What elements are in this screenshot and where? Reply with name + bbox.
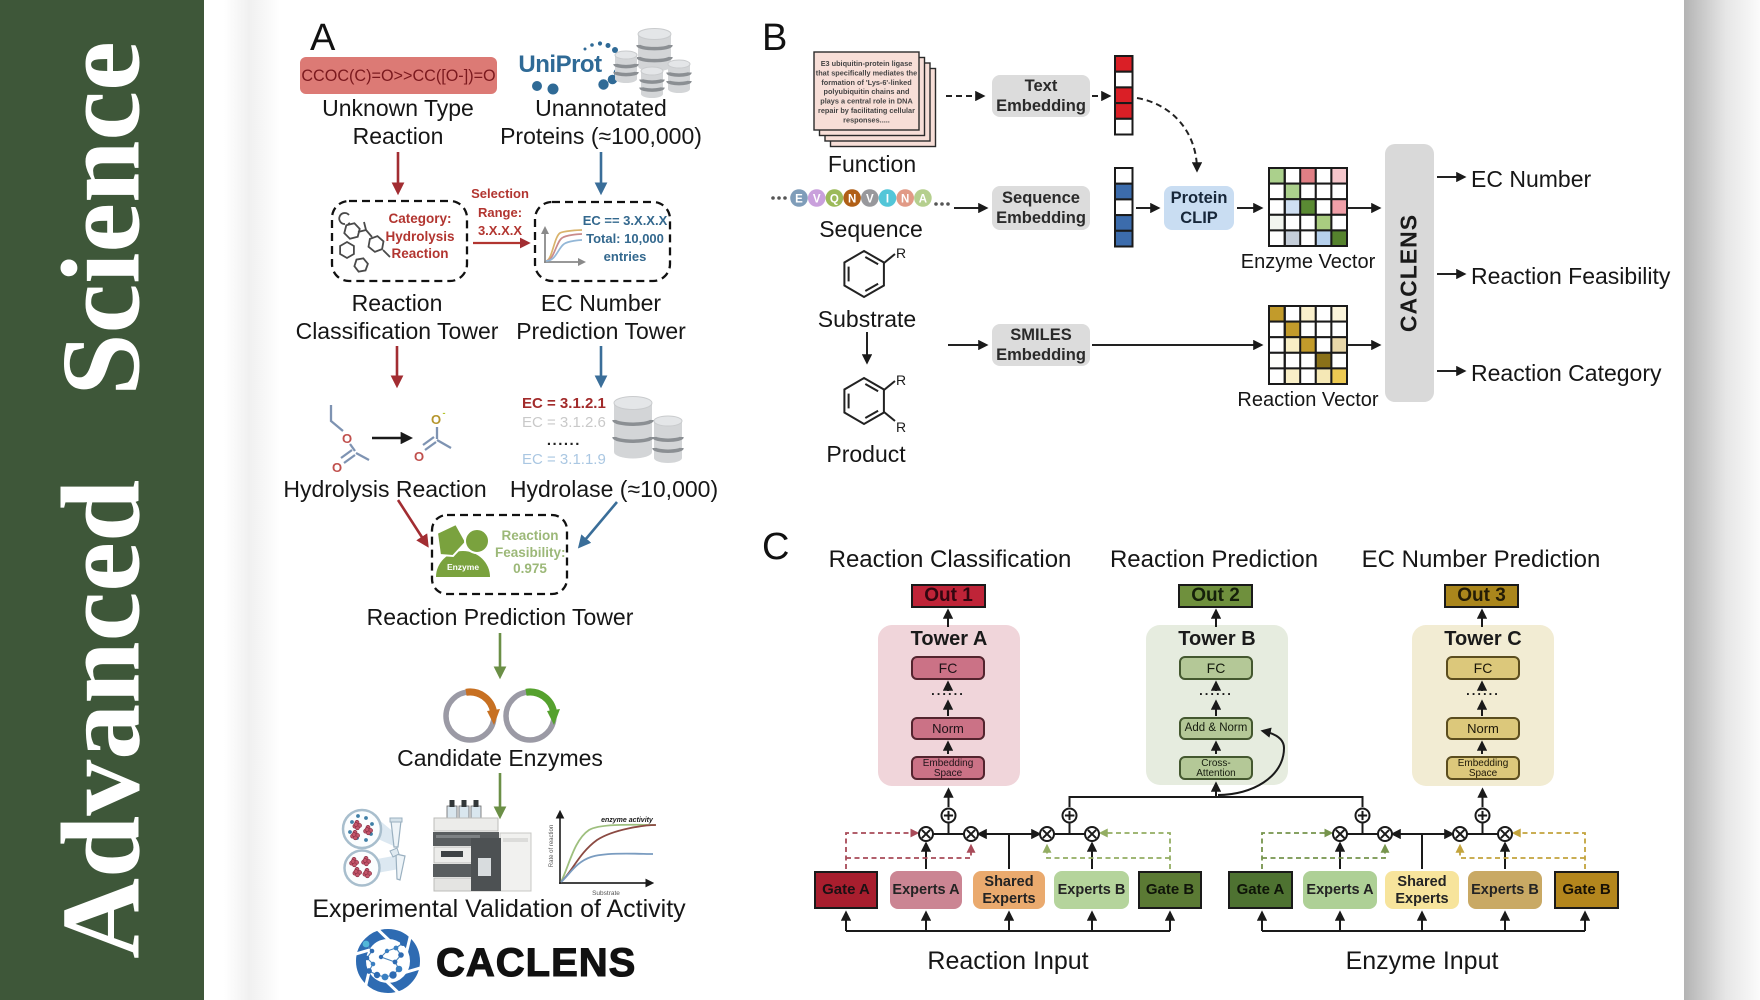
- svg-text:responses.....: responses.....: [843, 115, 890, 124]
- svg-text:O: O: [332, 460, 342, 475]
- svg-text:O: O: [414, 449, 424, 464]
- svg-text:-: -: [443, 408, 446, 418]
- svg-text:that specifically mediates the: that specifically mediates the: [816, 68, 917, 77]
- svg-text:formation of 'Lys-6'-linked: formation of 'Lys-6'-linked: [821, 78, 911, 87]
- svg-text:V: V: [866, 193, 874, 205]
- svg-text:enzyme activity: enzyme activity: [601, 817, 654, 824]
- svg-text:E: E: [795, 193, 803, 205]
- svg-text:I: I: [886, 193, 889, 205]
- svg-text:R: R: [896, 419, 906, 435]
- svg-text:Enzyme: Enzyme: [447, 562, 479, 572]
- svg-text:N: N: [848, 193, 856, 205]
- svg-text:Q: Q: [830, 193, 839, 205]
- svg-text:V: V: [813, 193, 821, 205]
- svg-text:Rate of reaction: Rate of reaction: [549, 825, 555, 867]
- svg-text:E3 ubiquitin-protein ligase: E3 ubiquitin-protein ligase: [821, 59, 913, 68]
- svg-text:R: R: [896, 245, 906, 261]
- svg-text:A: A: [919, 193, 927, 205]
- svg-text:O: O: [431, 412, 441, 427]
- svg-text:R: R: [896, 372, 906, 388]
- svg-text:repair by facilitating cellula: repair by facilitating cellular: [818, 106, 915, 115]
- svg-text:O: O: [342, 431, 352, 446]
- svg-text:UniProt: UniProt: [518, 51, 602, 78]
- svg-text:polyubiquitin chains and: polyubiquitin chains and: [824, 87, 910, 96]
- svg-text:N: N: [901, 193, 909, 205]
- svg-text:plays a central role in DNA: plays a central role in DNA: [820, 97, 913, 106]
